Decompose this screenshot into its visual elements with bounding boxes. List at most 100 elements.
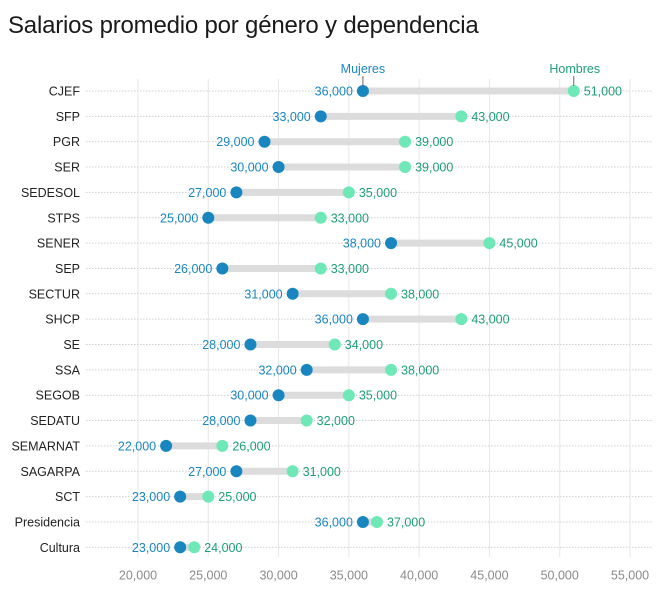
value-label-mujeres: 25,000	[160, 211, 198, 225]
value-label-hombres: 33,000	[331, 211, 369, 225]
x-tick-label: 35,000	[330, 568, 368, 582]
x-tick-label: 55,000	[611, 568, 649, 582]
dot-mujeres	[230, 186, 243, 199]
x-axis: 20,000 25,000 30,000 35,000 40,000 45,000 50,0…	[119, 568, 649, 582]
value-label-hombres: 37,000	[387, 515, 425, 529]
dot-mujeres	[244, 414, 257, 427]
chart-row: SENER 38,000 45,000	[37, 237, 652, 251]
value-label-mujeres: 36,000	[315, 85, 353, 99]
value-label-hombres: 35,000	[359, 186, 397, 200]
dot-mujeres	[160, 439, 173, 452]
value-label-mujeres: 26,000	[174, 262, 212, 276]
value-label-mujeres: 32,000	[258, 363, 296, 377]
chart-row: SEDATU 28,000 32,000	[30, 414, 652, 428]
x-tick-label: 50,000	[541, 568, 579, 582]
value-label-mujeres: 30,000	[230, 161, 268, 175]
dot-hombres	[286, 465, 299, 478]
dot-mujeres	[272, 161, 285, 174]
category-label: PGR	[53, 135, 80, 149]
category-label: SHCP	[45, 313, 80, 327]
dot-hombres	[399, 135, 412, 148]
value-label-mujeres: 27,000	[188, 186, 226, 200]
dot-hombres	[483, 237, 496, 250]
dot-hombres	[455, 110, 468, 123]
category-label: SSA	[55, 363, 81, 377]
legend-layer: Mujeres Hombres	[341, 62, 600, 86]
category-label: SCT	[55, 490, 80, 504]
chart-row: SAGARPA 27,000 31,000	[20, 465, 652, 479]
category-label: Cultura	[40, 541, 80, 555]
value-label-hombres: 51,000	[584, 85, 622, 99]
value-label-mujeres: 29,000	[216, 135, 254, 149]
value-label-hombres: 45,000	[499, 237, 537, 251]
category-label: SEDATU	[30, 414, 80, 428]
chart-row: SCT 23,000 25,000	[55, 490, 652, 504]
value-label-mujeres: 36,000	[315, 515, 353, 529]
dot-hombres	[385, 287, 398, 300]
value-label-hombres: 34,000	[345, 338, 383, 352]
chart-row: STPS 25,000 33,000	[47, 211, 652, 225]
value-label-mujeres: 23,000	[132, 490, 170, 504]
value-label-mujeres: 30,000	[230, 389, 268, 403]
chart-row: PGR 29,000 39,000	[53, 135, 652, 149]
dot-hombres	[342, 389, 355, 402]
chart-title: Salarios promedio por género y dependenc…	[8, 12, 479, 39]
value-label-hombres: 35,000	[359, 389, 397, 403]
chart-row: SEMARNAT 22,000 26,000	[11, 439, 652, 453]
dot-hombres	[216, 439, 229, 452]
x-tick-label: 25,000	[189, 568, 227, 582]
value-label-hombres: 32,000	[317, 414, 355, 428]
dot-mujeres	[286, 287, 299, 300]
chart-row: Cultura 23,000 24,000	[40, 541, 652, 555]
dot-hombres	[314, 211, 327, 224]
value-label-hombres: 43,000	[471, 110, 509, 124]
dot-hombres	[300, 414, 313, 427]
dot-hombres	[328, 338, 341, 351]
value-label-hombres: 24,000	[204, 541, 242, 555]
category-label: SENER	[37, 237, 80, 251]
dot-mujeres	[216, 262, 229, 275]
value-label-mujeres: 28,000	[202, 338, 240, 352]
category-label: SEMARNAT	[11, 439, 80, 453]
chart-row: SEGOB 30,000 35,000	[36, 389, 652, 403]
value-label-hombres: 39,000	[415, 161, 453, 175]
dot-mujeres	[174, 541, 187, 554]
value-label-mujeres: 23,000	[132, 541, 170, 555]
x-tick-label: 40,000	[400, 568, 438, 582]
value-label-hombres: 38,000	[401, 287, 439, 301]
dot-mujeres	[258, 135, 271, 148]
value-label-mujeres: 33,000	[273, 110, 311, 124]
value-label-mujeres: 38,000	[343, 237, 381, 251]
value-label-hombres: 25,000	[218, 490, 256, 504]
grid-layer	[137, 79, 631, 558]
chart-row: SE 28,000 34,000	[63, 338, 652, 352]
value-label-mujeres: 27,000	[188, 465, 226, 479]
value-label-hombres: 33,000	[331, 262, 369, 276]
value-label-mujeres: 36,000	[315, 313, 353, 327]
category-label: SER	[54, 161, 80, 175]
value-label-hombres: 26,000	[232, 439, 270, 453]
category-label: SE	[63, 338, 80, 352]
category-label: CJEF	[49, 85, 81, 99]
dot-hombres	[385, 363, 398, 376]
category-label: SEDESOL	[21, 186, 80, 200]
dot-mujeres	[356, 85, 369, 97]
category-label: SEGOB	[36, 389, 80, 403]
chart-row: SEP 26,000 33,000	[55, 262, 652, 276]
dot-mujeres	[356, 313, 369, 326]
dot-mujeres	[300, 363, 313, 376]
category-label: Presidencia	[15, 515, 80, 529]
category-label: SAGARPA	[20, 465, 80, 479]
x-tick-label: 20,000	[119, 568, 157, 582]
dot-mujeres	[230, 465, 243, 478]
dot-mujeres	[174, 490, 187, 503]
dot-hombres	[202, 490, 215, 503]
dot-mujeres	[385, 237, 398, 250]
dot-mujeres	[356, 515, 369, 528]
row-layer: CJEF 36,000 51,000 SFP 33,000 43,000 PGR 29,000…	[11, 85, 652, 555]
dot-hombres	[188, 541, 201, 554]
x-tick-label: 30,000	[259, 568, 297, 582]
dot-hombres	[314, 262, 327, 275]
category-label: SFP	[56, 110, 80, 124]
